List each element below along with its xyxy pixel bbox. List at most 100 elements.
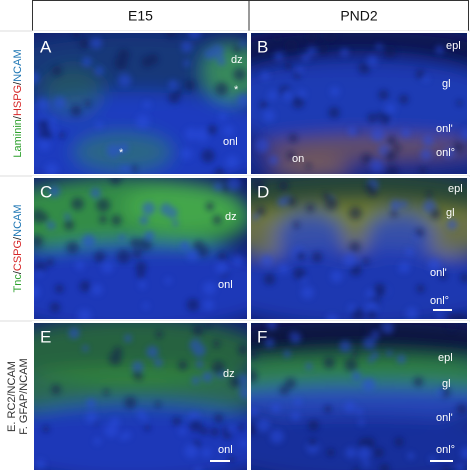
texture (250, 322, 468, 471)
cell (379, 463, 390, 471)
cell (390, 199, 401, 211)
cell (213, 413, 224, 424)
annotation: dz (225, 211, 237, 223)
cell (283, 350, 291, 358)
cell (175, 88, 183, 96)
cell (212, 215, 222, 225)
cell (261, 254, 273, 267)
cell (218, 112, 227, 121)
cell (106, 143, 121, 158)
cell (184, 444, 199, 459)
annotation: onl° (436, 147, 455, 159)
panel-letter: A (40, 37, 52, 56)
cell (85, 411, 98, 424)
cell (455, 40, 467, 52)
cell (288, 133, 298, 143)
cell (181, 40, 193, 53)
cell (349, 241, 361, 253)
annotation: epl (438, 352, 453, 364)
cell (214, 167, 225, 175)
cell (407, 452, 415, 460)
cell (439, 271, 448, 280)
cell (135, 261, 147, 273)
cell (344, 358, 358, 372)
cell (144, 230, 155, 241)
cell (292, 221, 300, 229)
cell (214, 82, 229, 96)
annotation: onl (223, 136, 238, 148)
cell (367, 112, 378, 123)
annotation: onl° (430, 295, 449, 307)
micrograph (250, 32, 468, 175)
cell (201, 149, 215, 163)
cell (124, 165, 132, 173)
cell (236, 93, 248, 107)
cell (305, 163, 312, 170)
row-label: Laminin/HSPG/NCAM (12, 49, 24, 157)
cell (204, 322, 212, 329)
row-label: F. GFAP/NCAM (18, 358, 30, 434)
cell (239, 386, 248, 400)
cell (270, 429, 284, 444)
cell (189, 418, 203, 432)
cell (293, 267, 306, 280)
cell (361, 377, 376, 391)
cell (146, 345, 159, 359)
annotation: dz (223, 368, 235, 380)
row-label-part: / (12, 115, 24, 119)
cell (324, 197, 338, 211)
cell (178, 360, 188, 371)
cell (456, 463, 465, 471)
cell (117, 73, 132, 87)
cell (401, 128, 411, 138)
cell (119, 165, 126, 172)
cell (323, 405, 332, 413)
cell (326, 448, 335, 457)
cell (293, 398, 302, 406)
cell (229, 376, 242, 388)
cell (323, 356, 335, 369)
cell (178, 427, 187, 436)
row-label: Tnc/CSPG/NCAM (12, 204, 24, 292)
cell (132, 370, 142, 380)
cell (33, 285, 40, 298)
cell (416, 284, 425, 293)
annotation: onl (218, 279, 233, 291)
panel-border (32, 176, 249, 321)
annotation: gl (442, 378, 451, 390)
cell (362, 258, 370, 266)
cell (46, 221, 56, 230)
cell (400, 200, 408, 208)
row-label-part: Laminin (12, 119, 24, 158)
cell (192, 324, 204, 336)
cell (383, 46, 397, 59)
cell (286, 151, 296, 160)
cell (109, 416, 121, 428)
panel: Edz onl (32, 321, 249, 472)
panel-border (249, 31, 469, 176)
micrograph (33, 322, 248, 471)
cell (278, 263, 289, 275)
column-header: PND2 (340, 8, 378, 24)
cell (155, 330, 163, 339)
cell (352, 350, 359, 357)
panel-letter: D (257, 182, 269, 201)
cell (201, 448, 212, 458)
cell (361, 153, 373, 164)
cell (130, 238, 141, 249)
row-label-part: / (12, 236, 24, 240)
micrograph (250, 177, 468, 320)
cell (93, 251, 106, 263)
cell (96, 198, 111, 213)
cell (116, 249, 131, 264)
cell (357, 447, 372, 461)
cell (339, 340, 352, 353)
texture (255, 32, 468, 175)
cell (351, 308, 365, 320)
annotation: dz (231, 54, 243, 66)
row-label-part: CSPG (12, 240, 24, 271)
cell (436, 388, 444, 396)
cell (375, 43, 383, 51)
